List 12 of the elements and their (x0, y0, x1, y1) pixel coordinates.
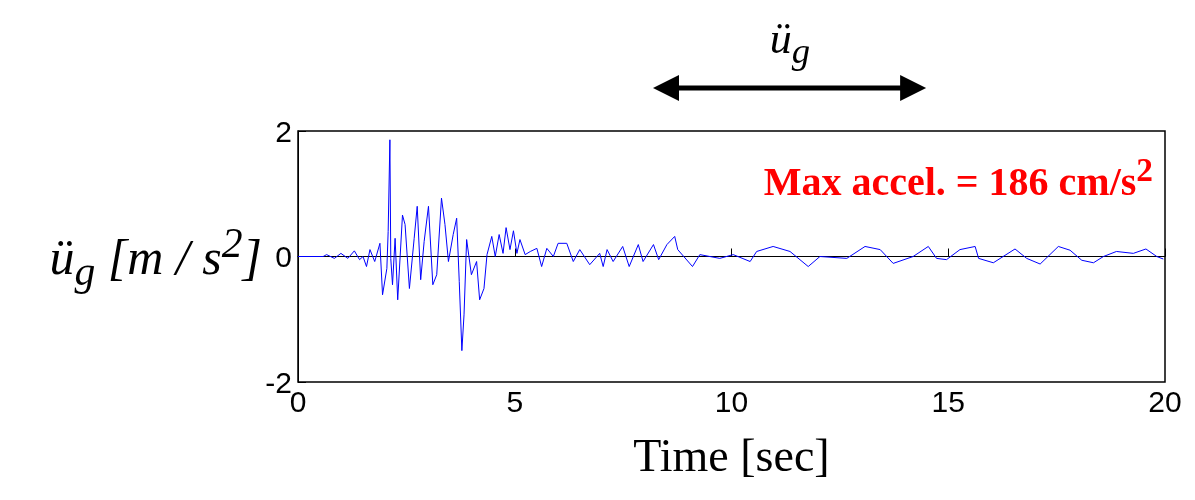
y-tick-label: 2 (275, 114, 292, 148)
x-tick-label: 15 (931, 384, 965, 418)
x-tick-label: 5 (506, 384, 524, 418)
y-tick-label: -2 (265, 365, 292, 399)
line-series (297, 139, 1164, 352)
y-tick-label: 0 (275, 240, 292, 273)
x-tick-label: 20 (1148, 384, 1182, 418)
text: ü$_{g}$ (769, 13, 811, 72)
x-axis-title: Time [sec] (633, 429, 830, 481)
annotation: Max accel. = 186 cm/s$^{2}$ (763, 151, 1153, 206)
x-tick-label: 10 (714, 384, 749, 418)
y-axis-title: ü$_{g}$ [m / s$^{2}$] (49, 218, 262, 295)
